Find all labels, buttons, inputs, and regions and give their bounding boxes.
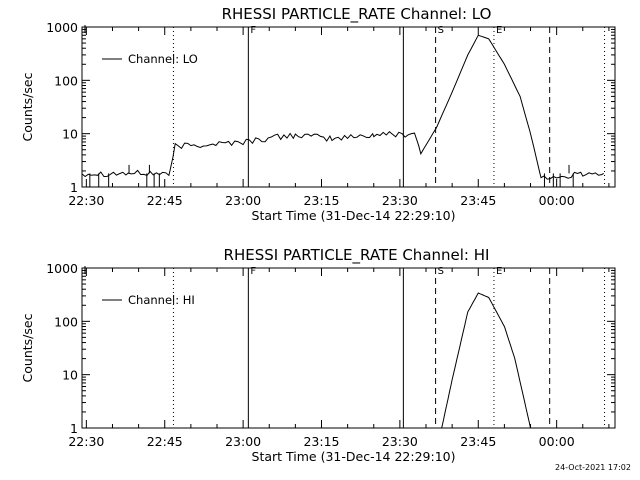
series-line-lo [82, 34, 604, 180]
x-tick-label: 23:00 [225, 434, 261, 449]
y-tick-label: 1 [70, 180, 78, 195]
y-axis-label: Counts/sec [20, 313, 35, 382]
chart-title: RHESSI PARTICLE_RATE Channel: LO [222, 5, 492, 24]
y-tick-label: 10 [62, 368, 78, 383]
event-marker-f: F [250, 266, 256, 277]
event-marker-s: S [438, 25, 444, 36]
x-tick-label: 23:30 [382, 193, 418, 208]
panel-lo: RHESSI PARTICLE_RATE Channel: LO 1 10 100 10… [20, 5, 616, 223]
series-group [441, 292, 531, 428]
y-tick-label: 100 [54, 73, 78, 88]
y-tick-label: 100 [54, 314, 78, 329]
event-marker-e: E [496, 25, 502, 36]
x-tick-label: 22:30 [68, 434, 104, 449]
footer-timestamp: 24-Oct-2021 17:02 [555, 463, 631, 472]
y-tick-label: 1000 [46, 261, 78, 276]
x-axis-label: Start Time (31-Dec-14 22:29:10) [252, 208, 456, 223]
plot-frame [81, 267, 616, 429]
event-marker-e: E [496, 266, 502, 277]
x-tick-label: 23:15 [303, 193, 339, 208]
panel-hi: RHESSI PARTICLE_RATE Channel: HI 1 10 100 10… [20, 246, 616, 464]
x-tick-label: 22:30 [68, 193, 104, 208]
y-tick-label: 1000 [46, 20, 78, 35]
legend-label: Channel: HI [128, 293, 195, 307]
legend-label: Channel: LO [128, 52, 198, 66]
series-line-hi [441, 292, 531, 428]
event-marker-s: S [438, 266, 444, 277]
y-tick-label: 1 [70, 421, 78, 436]
x-tick-label: 23:45 [460, 434, 496, 449]
x-tick-label: 23:00 [225, 193, 261, 208]
plot-frame [81, 26, 616, 188]
series-group [82, 34, 604, 187]
x-tick-label: 00:00 [539, 434, 575, 449]
y-tick-label: 10 [62, 127, 78, 142]
event-marker-f: F [250, 25, 256, 36]
y-axis-label: Counts/sec [20, 72, 35, 141]
x-tick-label: 00:00 [539, 193, 575, 208]
x-tick-label: 22:45 [147, 434, 183, 449]
x-tick-label: 23:30 [382, 434, 418, 449]
x-axis-label: Start Time (31-Dec-14 22:29:10) [252, 449, 456, 464]
chart-title: RHESSI PARTICLE_RATE Channel: HI [224, 246, 490, 265]
x-tick-label: 22:45 [147, 193, 183, 208]
x-tick-label: 23:45 [460, 193, 496, 208]
x-tick-label: 23:15 [303, 434, 339, 449]
